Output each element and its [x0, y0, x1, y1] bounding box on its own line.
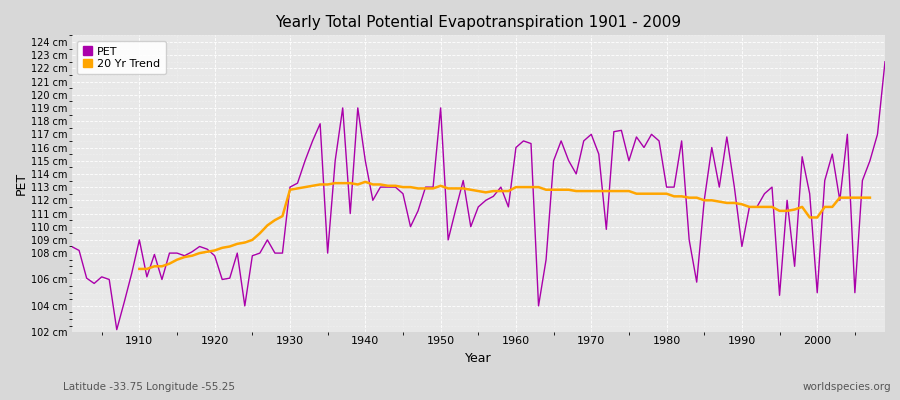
Y-axis label: PET: PET — [15, 172, 28, 195]
X-axis label: Year: Year — [465, 352, 491, 365]
PET — [112, 327, 122, 332]
PET — [300, 158, 310, 163]
20 Yr Trend — [488, 189, 499, 194]
20 Yr Trend — [601, 189, 612, 194]
20 Yr Trend — [548, 187, 559, 192]
PET — [345, 211, 356, 216]
PET — [879, 59, 890, 64]
Line: 20 Yr Trend: 20 Yr Trend — [140, 182, 870, 269]
Text: worldspecies.org: worldspecies.org — [803, 382, 891, 392]
PET — [608, 129, 619, 134]
PET — [134, 238, 145, 242]
Title: Yearly Total Potential Evapotranspiration 1901 - 2009: Yearly Total Potential Evapotranspiratio… — [275, 15, 681, 30]
PET — [67, 244, 77, 249]
PET — [518, 138, 529, 143]
Text: Latitude -33.75 Longitude -55.25: Latitude -33.75 Longitude -55.25 — [63, 382, 235, 392]
20 Yr Trend — [134, 266, 145, 271]
20 Yr Trend — [179, 255, 190, 260]
Legend: PET, 20 Yr Trend: PET, 20 Yr Trend — [77, 41, 166, 74]
PET — [510, 145, 521, 150]
20 Yr Trend — [194, 251, 205, 256]
Line: PET: PET — [72, 62, 885, 330]
20 Yr Trend — [360, 180, 371, 184]
20 Yr Trend — [865, 195, 876, 200]
20 Yr Trend — [698, 198, 709, 203]
